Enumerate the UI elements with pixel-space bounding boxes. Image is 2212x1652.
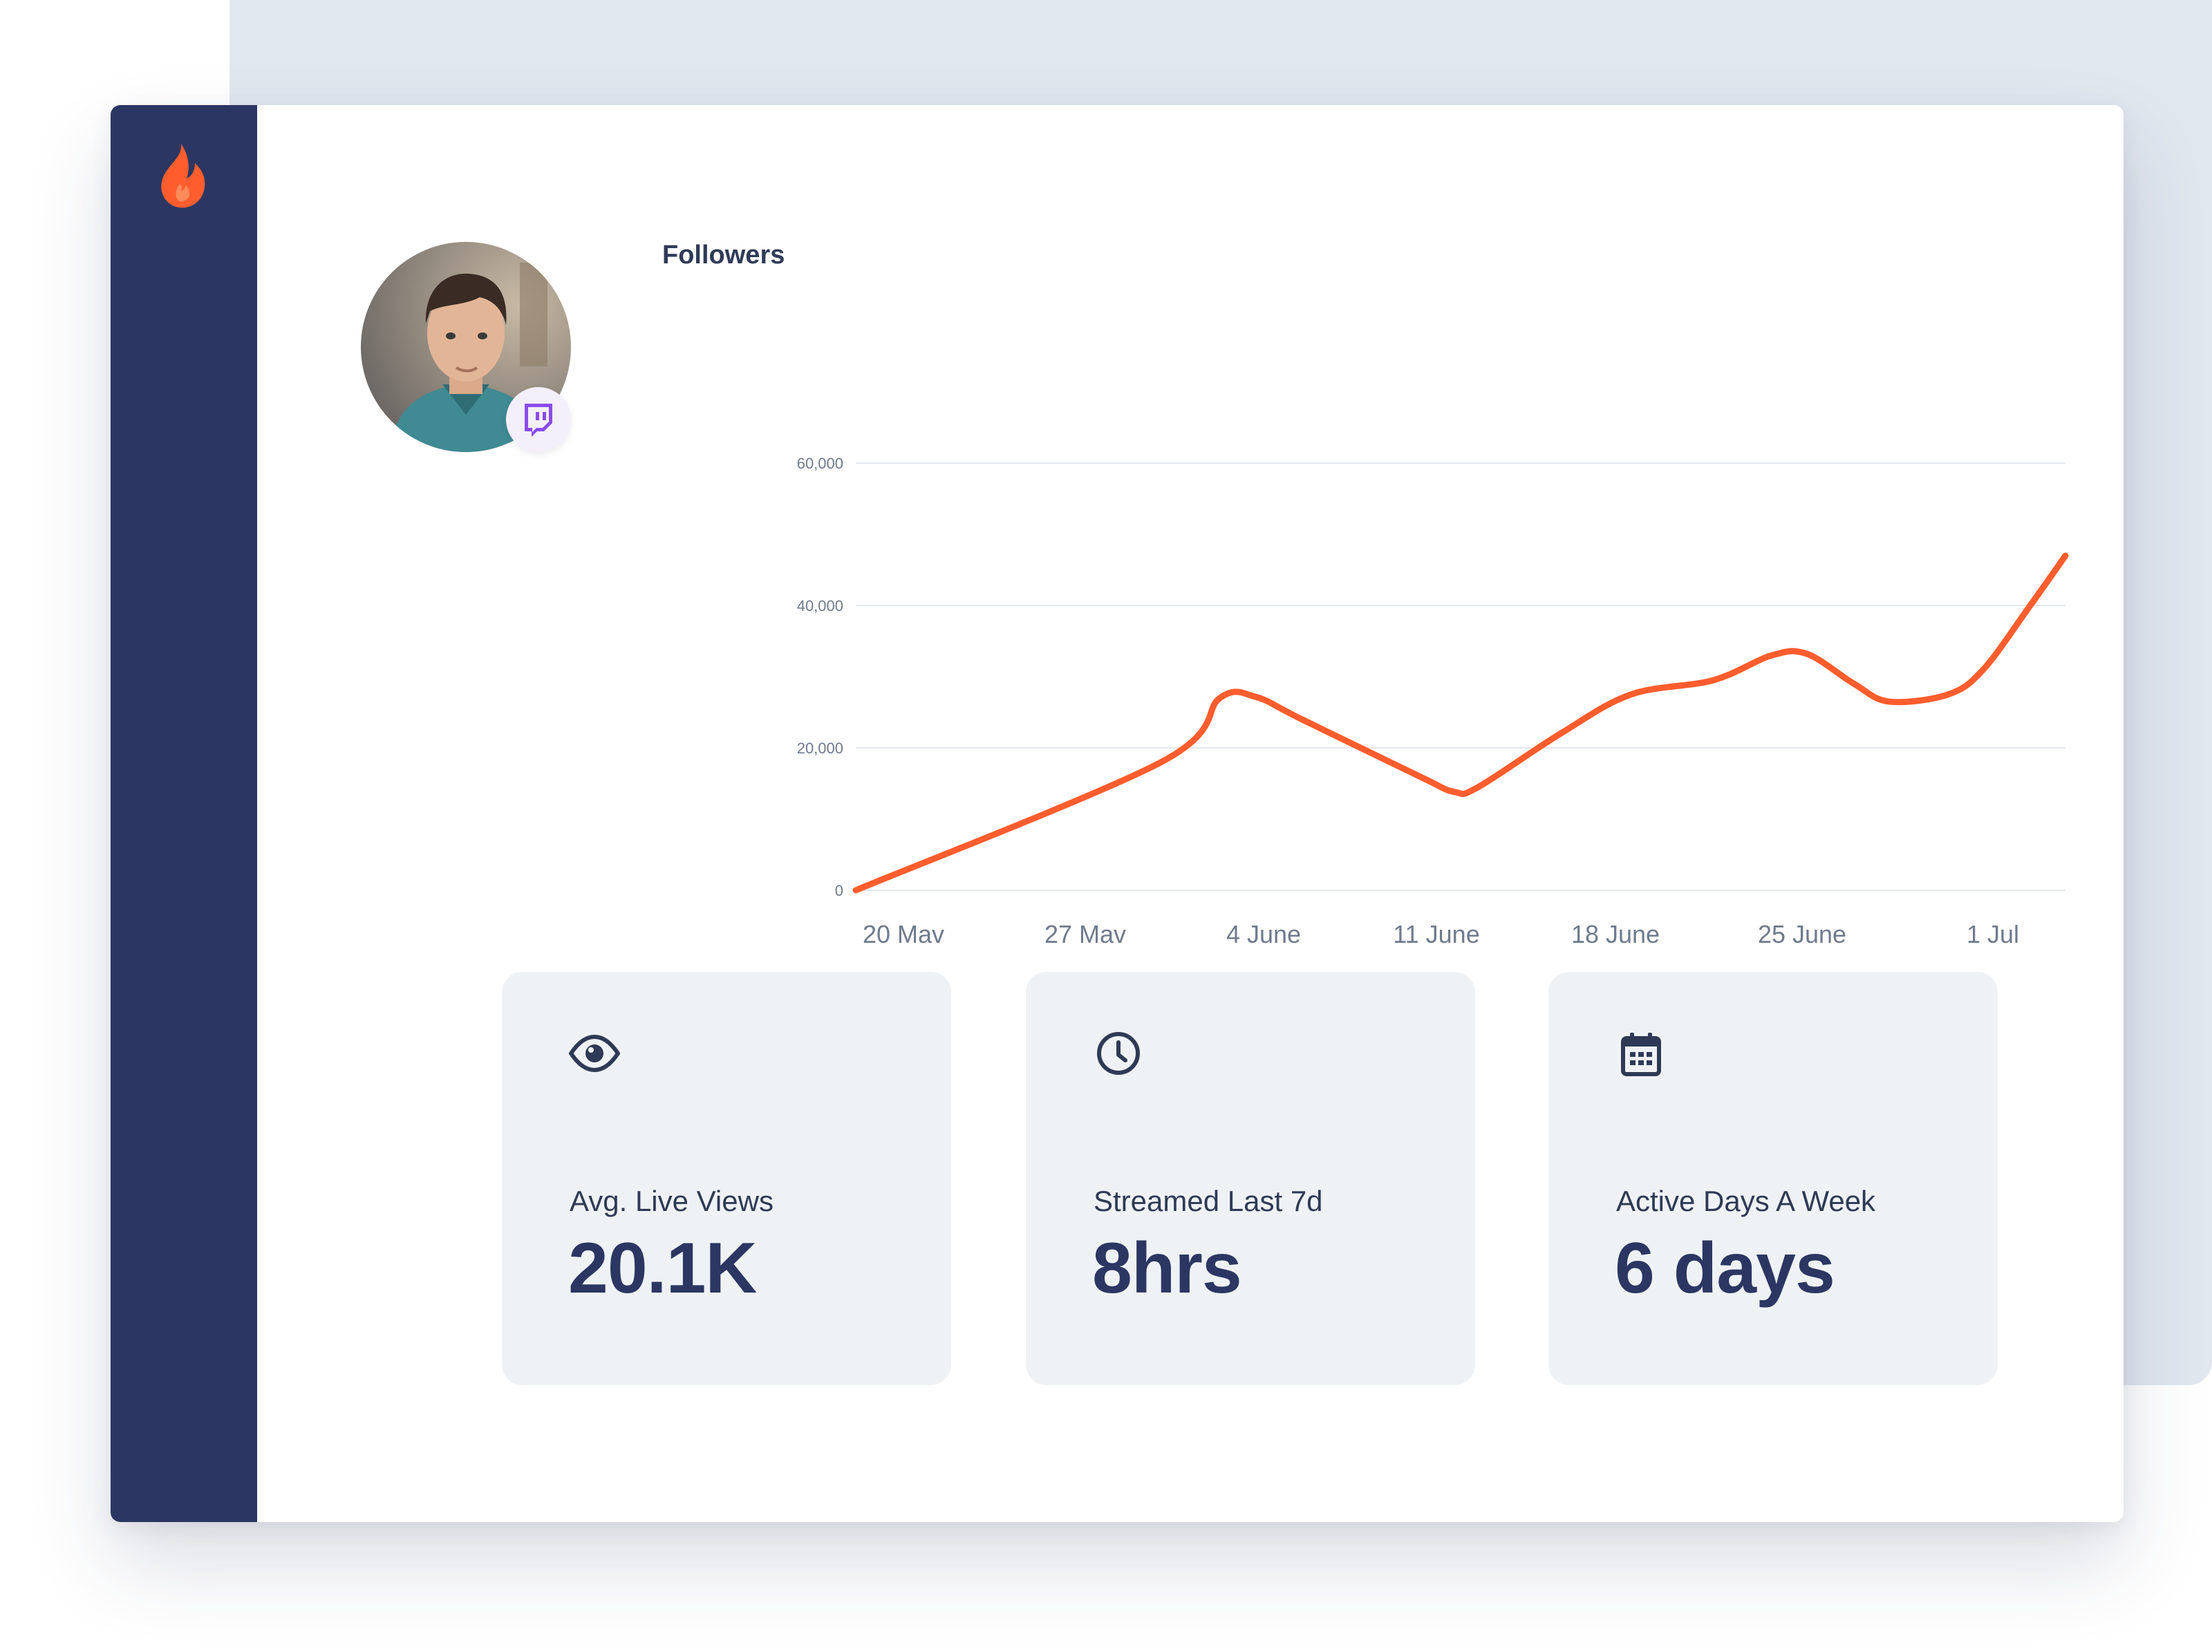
stat-card-live-views[interactable]: Avg. Live Views 20.1K (502, 972, 951, 1385)
chart-title: Followers (662, 241, 785, 270)
twitch-icon (525, 404, 552, 437)
stat-card-active-days[interactable]: Active Days A Week 6 days (1548, 972, 1998, 1385)
followers-chart: 0 20,000 40,000 60,000 20 Mav 27 Mav 4 June 11 … (797, 455, 2069, 948)
stat-card-streamed[interactable]: Streamed Last 7d 8hrs (1026, 972, 1475, 1385)
stat-value: 8hrs (1092, 1228, 1242, 1308)
x-tick-label: 20 Mav (863, 920, 944, 948)
dashboard-window: Followers 0 20,000 40,000 60,000 20 Mav 27 Ma… (111, 105, 2124, 1522)
stat-value: 20.1K (568, 1228, 758, 1308)
clock-icon (1097, 1032, 1140, 1075)
profile-avatar-group (361, 242, 571, 452)
x-tick-label: 11 June (1393, 920, 1479, 948)
stat-label: Active Days A Week (1616, 1185, 1876, 1217)
flame-icon[interactable] (155, 142, 207, 209)
x-tick-label: 1 Jul (1967, 920, 2019, 948)
x-tick-label: 4 June (1226, 920, 1301, 948)
y-tick-label: 60,000 (797, 455, 843, 472)
avatar[interactable] (361, 242, 571, 452)
calendar-icon (1621, 1033, 1661, 1076)
stat-label: Avg. Live Views (570, 1185, 774, 1217)
stat-label: Streamed Last 7d (1094, 1185, 1323, 1217)
sidebar (111, 105, 257, 1522)
y-tick-label: 40,000 (797, 597, 843, 614)
x-tick-label: 25 June (1758, 920, 1846, 948)
y-tick-label: 0 (835, 882, 843, 899)
eye-icon (569, 1035, 620, 1072)
y-tick-label: 20,000 (797, 740, 843, 757)
x-tick-label: 27 Mav (1044, 920, 1126, 948)
x-tick-label: 18 June (1571, 920, 1660, 948)
stat-value: 6 days (1615, 1228, 1835, 1308)
followers-line (852, 552, 2069, 894)
twitch-badge (506, 387, 571, 452)
